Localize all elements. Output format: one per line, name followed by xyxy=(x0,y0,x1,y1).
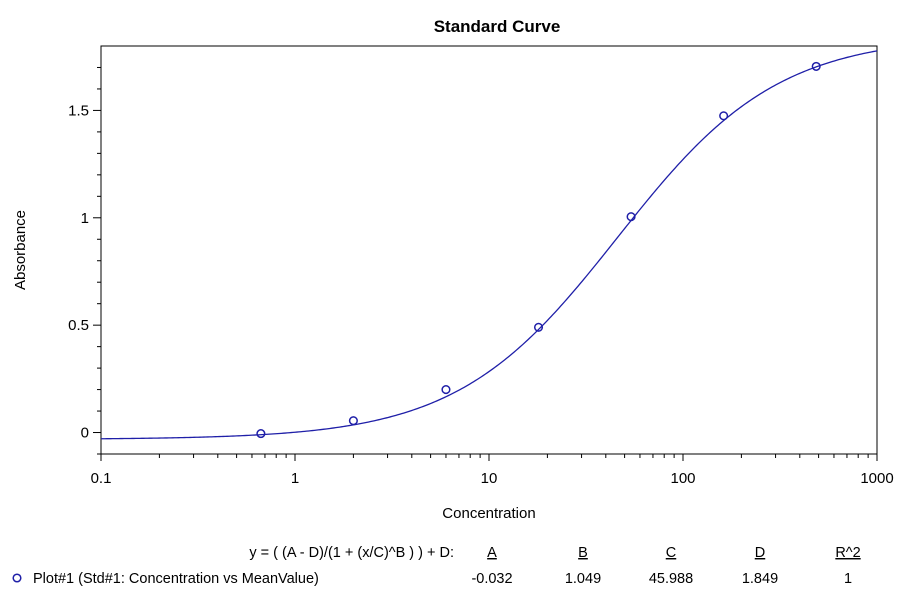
x-tick-label: 1 xyxy=(291,470,299,487)
x-tick-label: 1000 xyxy=(860,470,893,487)
fit-header-r2: R^2 xyxy=(835,545,860,561)
data-points xyxy=(256,61,821,439)
fit-header-c: C xyxy=(666,545,676,561)
data-point xyxy=(811,61,821,71)
fit-header-d: D xyxy=(755,545,765,561)
fit-value-d: 1.849 xyxy=(742,571,778,587)
data-point xyxy=(256,429,266,439)
legend-marker-icon xyxy=(12,573,22,583)
fit-parameter-values: -0.032 1.049 45.988 1.849 1 xyxy=(471,571,852,587)
data-point xyxy=(719,111,729,121)
x-axis-label: Concentration xyxy=(442,505,535,522)
fit-header-b: B xyxy=(578,545,588,561)
y-tick-label: 1 xyxy=(81,210,89,227)
fit-parameter-headers: A B C D R^2 xyxy=(487,545,861,561)
fit-value-r2: 1 xyxy=(844,571,852,587)
y-axis-ticks: 0 0.5 1 1.5 xyxy=(68,66,101,455)
x-tick-label: 0.1 xyxy=(91,470,112,487)
x-tick-label: 100 xyxy=(670,470,695,487)
data-point xyxy=(533,322,544,332)
x-axis-ticks: 0.1 1 10 100 1000 xyxy=(91,454,894,487)
data-point xyxy=(348,416,358,426)
data-point xyxy=(441,385,451,395)
fit-value-c: 45.988 xyxy=(649,571,693,587)
fitted-curve-line xyxy=(100,50,878,440)
y-tick-label: 1.5 xyxy=(68,102,89,119)
x-tick-label: 10 xyxy=(481,470,498,487)
legend-series-label: Plot#1 (Std#1: Concentration vs MeanValu… xyxy=(33,571,319,587)
fit-value-a: -0.032 xyxy=(471,571,512,587)
fit-header-a: A xyxy=(487,545,497,561)
chart-title: Standard Curve xyxy=(434,17,561,36)
fit-value-b: 1.049 xyxy=(565,571,601,587)
fit-equation: y = ( (A - D)/(1 + (x/C)^B ) ) + D: xyxy=(249,545,454,561)
plot-area-frame xyxy=(100,45,878,455)
y-axis-label: Absorbance xyxy=(12,210,29,290)
data-point xyxy=(626,212,636,222)
y-tick-label: 0.5 xyxy=(68,317,89,334)
y-tick-label: 0 xyxy=(81,425,89,442)
